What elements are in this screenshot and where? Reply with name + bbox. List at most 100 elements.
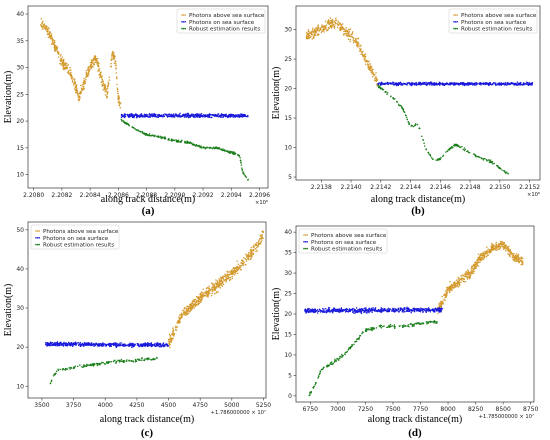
data-point	[192, 299, 194, 301]
x-tick-label: 2.2152	[519, 184, 540, 191]
data-point	[425, 308, 428, 311]
data-point	[138, 115, 141, 118]
data-point	[64, 68, 66, 70]
data-point	[200, 115, 203, 117]
x-axis-label: along track distance(m)	[371, 194, 465, 205]
data-point	[105, 345, 107, 347]
panel-2: 2.2138 2.2140 2.2142 2.2144 2.2146 2.2148 2.21…	[271, 5, 541, 217]
data-point	[392, 310, 395, 312]
data-point	[120, 120, 123, 122]
data-point	[252, 253, 255, 255]
data-point	[140, 359, 142, 361]
data-point	[148, 113, 151, 115]
data-point	[246, 114, 249, 117]
data-point	[208, 289, 210, 291]
data-point	[327, 309, 329, 312]
legend-entry: Robust estimation results	[461, 27, 532, 33]
x-tick-label: 2.2148	[460, 184, 481, 191]
data-point	[63, 342, 66, 345]
data-point	[488, 159, 490, 162]
data-point	[206, 114, 208, 116]
data-point	[168, 113, 170, 116]
data-point	[229, 115, 231, 118]
data-point	[498, 248, 501, 250]
data-point	[131, 343, 133, 345]
data-point	[346, 30, 349, 33]
data-point	[192, 144, 194, 146]
data-point	[123, 116, 126, 119]
data-point	[249, 249, 251, 251]
data-point	[489, 159, 492, 161]
y-axis-label: Elevation(m)	[3, 71, 14, 124]
data-point	[497, 244, 500, 246]
data-point	[81, 83, 84, 86]
data-point	[491, 242, 493, 245]
data-point	[482, 159, 485, 161]
data-point	[195, 299, 198, 302]
data-point	[242, 257, 245, 259]
data-point	[71, 76, 73, 79]
data-point	[194, 298, 197, 301]
data-point	[47, 29, 49, 32]
data-point	[451, 289, 453, 292]
data-point	[211, 292, 213, 295]
data-point	[445, 294, 447, 297]
x-tick-label: 4250	[129, 402, 144, 409]
data-point	[462, 280, 465, 283]
data-point	[443, 293, 446, 295]
data-point	[48, 27, 50, 30]
data-point	[171, 116, 174, 118]
data-point	[408, 122, 411, 125]
data-point	[396, 100, 398, 103]
data-point	[412, 307, 414, 310]
data-point	[497, 246, 499, 248]
y-tick-label: 20	[16, 344, 24, 351]
data-point	[166, 344, 168, 346]
data-point	[217, 291, 219, 293]
data-point	[63, 341, 65, 344]
data-point	[456, 282, 458, 284]
data-point	[328, 310, 331, 313]
data-point	[221, 116, 223, 119]
data-point	[83, 77, 85, 80]
data-point	[195, 114, 197, 116]
data-point	[66, 65, 68, 67]
data-point	[66, 368, 69, 370]
data-point	[309, 36, 311, 39]
data-point	[345, 32, 347, 35]
data-point	[241, 115, 243, 118]
data-point	[85, 71, 88, 74]
data-point	[237, 263, 240, 266]
data-point	[503, 83, 506, 86]
data-point	[329, 22, 332, 24]
data-point	[163, 344, 166, 346]
data-point	[474, 267, 477, 269]
data-point	[169, 115, 172, 118]
data-point	[456, 280, 459, 283]
data-point	[103, 343, 106, 345]
data-point	[367, 63, 369, 65]
data-point	[97, 65, 100, 68]
y-tick-label: 40	[16, 266, 24, 273]
data-point	[116, 76, 118, 78]
data-point	[47, 342, 50, 344]
data-point	[332, 311, 334, 314]
data-point	[55, 370, 58, 373]
data-point	[446, 150, 449, 153]
data-point	[337, 20, 339, 22]
data-point	[128, 360, 131, 362]
data-point	[355, 37, 357, 40]
data-point	[306, 37, 308, 40]
data-point	[310, 31, 313, 34]
data-point	[345, 27, 347, 29]
data-point	[205, 291, 207, 293]
data-point	[333, 27, 336, 29]
data-point	[482, 254, 485, 257]
y-tick-label: 35	[16, 38, 24, 45]
data-point	[128, 114, 131, 117]
data-point	[172, 332, 175, 335]
data-point	[202, 146, 204, 149]
data-point	[151, 344, 153, 346]
data-point	[329, 17, 332, 19]
x-offset-label: ×10⁶	[255, 200, 268, 206]
